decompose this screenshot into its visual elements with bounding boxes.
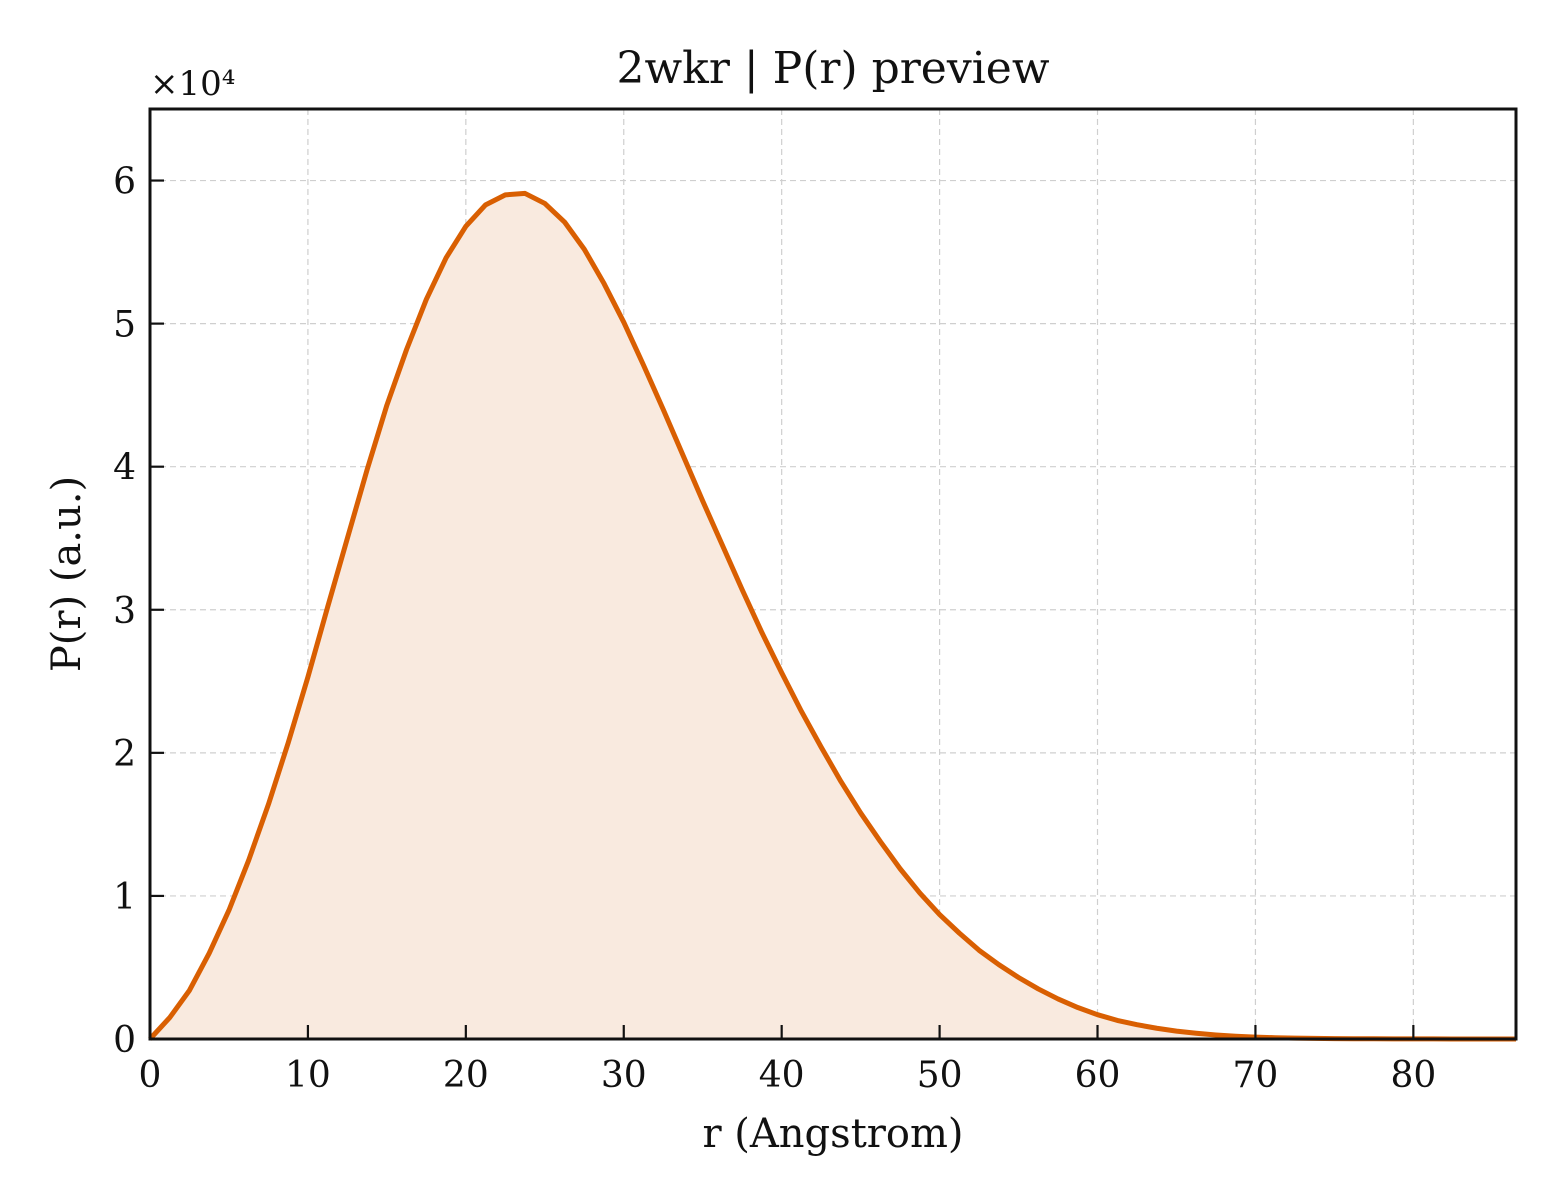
x-tick-label: 30 — [601, 1055, 647, 1096]
y-tick-label: 6 — [113, 162, 136, 203]
x-axis-label: r (Angstrom) — [702, 1111, 963, 1157]
x-tick-label: 70 — [1233, 1055, 1279, 1096]
x-tick-label: 40 — [759, 1055, 805, 1096]
x-tick-label: 10 — [285, 1055, 331, 1096]
chart-title: 2wkr | P(r) preview — [617, 43, 1050, 94]
y-tick-label: 5 — [113, 305, 136, 346]
y-tick-label: 1 — [113, 877, 136, 918]
axis-ticks — [148, 179, 1415, 1041]
y-multiplier-label: ×10⁴ — [150, 64, 235, 104]
y-tick-label: 2 — [113, 734, 136, 775]
x-tick-label: 60 — [1075, 1055, 1121, 1096]
pr-area-fill — [150, 193, 1516, 1040]
y-axis-label: P(r) (a.u.) — [44, 476, 90, 672]
y-tick-label: 4 — [113, 448, 136, 489]
y-tick-label: 0 — [113, 1020, 136, 1061]
x-tick-label: 80 — [1390, 1055, 1436, 1096]
x-tick-label: 50 — [917, 1055, 963, 1096]
plot-frame — [148, 107, 1518, 1041]
x-tick-label: 20 — [443, 1055, 489, 1096]
y-tick-label: 3 — [113, 591, 136, 632]
x-tick-label: 0 — [139, 1055, 162, 1096]
grid — [150, 109, 1516, 1039]
